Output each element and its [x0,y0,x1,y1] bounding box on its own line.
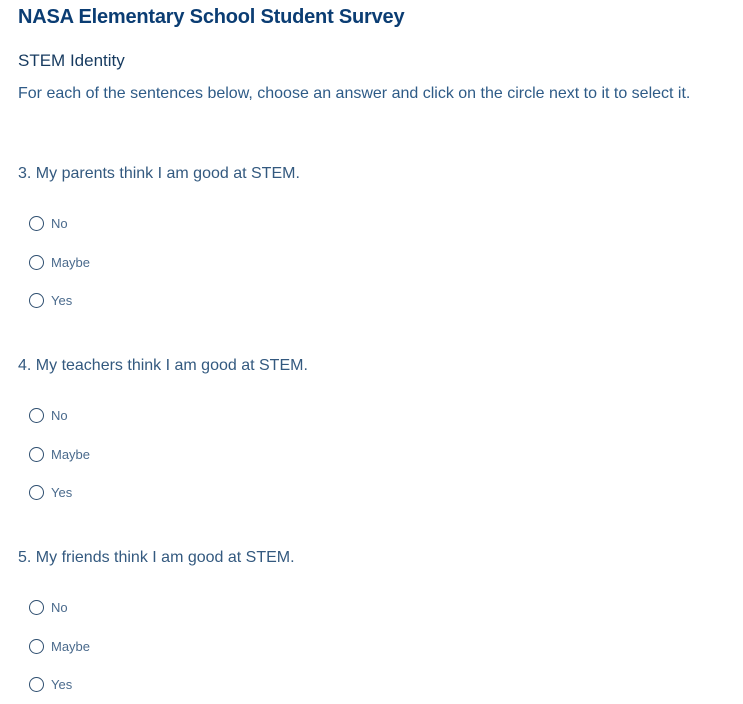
option-label[interactable]: Yes [51,485,73,500]
option-maybe[interactable]: Maybe [29,447,90,462]
question-text: 5. My friends think I am good at STEM. [18,549,295,566]
option-label[interactable]: Maybe [51,639,91,654]
radio-button[interactable] [29,677,44,692]
option-label[interactable]: No [51,408,68,423]
radio-button[interactable] [29,293,44,308]
option-no[interactable]: No [29,216,68,231]
radio-button[interactable] [29,408,44,423]
option-yes[interactable]: Yes [29,293,72,308]
option-maybe[interactable]: Maybe [29,255,90,270]
radio-button[interactable] [29,600,44,615]
option-label[interactable]: Yes [51,677,73,692]
option-label[interactable]: Yes [51,293,73,308]
option-label[interactable]: No [51,216,68,231]
radio-button[interactable] [29,447,44,462]
section-title: STEM Identity [18,51,125,70]
option-yes[interactable]: Yes [29,485,72,500]
instructions: For each of the sentences below, choose … [18,85,691,102]
radio-button[interactable] [29,485,44,500]
radio-button[interactable] [29,255,44,270]
question-text: 3. My parents think I am good at STEM. [18,165,300,182]
option-label[interactable]: Maybe [51,255,91,270]
radio-button[interactable] [29,216,44,231]
option-label[interactable]: Maybe [51,447,91,462]
question-text: 4. My teachers think I am good at STEM. [18,357,308,374]
option-no[interactable]: No [29,600,68,615]
radio-button[interactable] [29,639,44,654]
option-yes[interactable]: Yes [29,677,72,692]
survey-title: NASA Elementary School Student Survey [18,6,405,28]
option-no[interactable]: No [29,408,68,423]
option-label[interactable]: No [51,600,68,615]
option-maybe[interactable]: Maybe [29,639,90,654]
